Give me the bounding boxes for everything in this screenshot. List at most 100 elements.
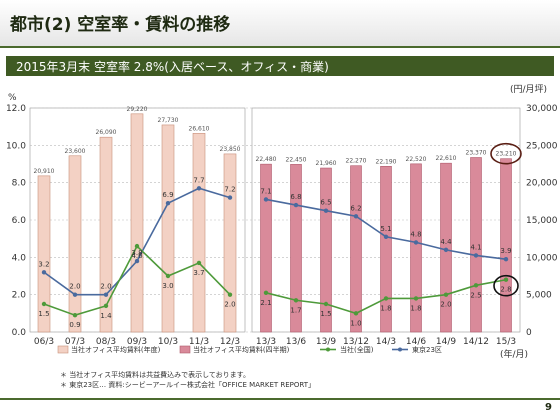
left-axis-unit: % [8, 93, 17, 103]
quarterly-tokyo-point [263, 197, 269, 202]
annual-category-label: 06/3 [34, 337, 54, 347]
quarterly-tokyo-point [443, 247, 449, 253]
annual-tokyo-point [227, 195, 233, 200]
quarterly-company-value-label: 2.5 [470, 291, 481, 299]
right-axis-tick-label: 20,000 [526, 179, 558, 189]
annual-company-point [196, 260, 202, 266]
quarterly-company-value-label: 1.5 [320, 310, 331, 318]
quarterly-rent-label: 22,520 [406, 156, 427, 163]
annual-company-point [134, 243, 140, 249]
legend-swatch-annual [57, 345, 69, 354]
annual-rent-label: 26,090 [96, 129, 117, 136]
quarterly-rent-label: 22,190 [376, 158, 397, 165]
quarterly-company-value-label: 1.7 [290, 306, 301, 314]
quarterly-category-label: 13/3 [256, 337, 276, 347]
quarterly-tokyo-value-label: 6.5 [320, 199, 331, 207]
annual-rent-label: 23,600 [65, 148, 86, 155]
annual-company-value-label: 3.0 [162, 282, 173, 290]
annual-category-label: 08/3 [96, 337, 116, 347]
legend-label-tokyo: 東京23区 [412, 345, 442, 354]
subtitle-bar: 2015年3月末 空室率 2.8%(入居ベース、オフィス・商業) [6, 56, 554, 76]
quarterly-rent-bar [500, 158, 512, 333]
quarterly-company-point [383, 296, 389, 301]
slide-header: 都市(2) 空室率・賃料の推移 [0, 0, 560, 48]
left-axis-tick-label: 8.0 [12, 179, 27, 189]
annual-tokyo-value-label: 6.9 [162, 191, 173, 199]
annual-tokyo-value-label: 3.8 [131, 249, 142, 257]
quarterly-company-point [293, 298, 299, 303]
annual-tokyo-value-label: 2.0 [100, 283, 111, 291]
annual-tokyo-point [196, 186, 202, 191]
annual-company-point [41, 301, 47, 307]
quarterly-tokyo-value-label: 6.2 [350, 204, 361, 212]
quarterly-company-point [473, 283, 479, 288]
left-axis-tick-label: 6.0 [12, 216, 27, 226]
x-axis-unit: (年/月) [500, 348, 528, 360]
subtitle-text: 2015年3月末 空室率 2.8%(入居ベース、オフィス・商業) [16, 60, 329, 74]
quarterly-company-value-label: 2.8 [500, 286, 511, 294]
annual-rent-label: 20,910 [34, 168, 55, 175]
quarterly-company-value-label: 1.8 [380, 304, 391, 312]
quarterly-category-label: 13/12 [343, 337, 369, 347]
quarterly-company-point [413, 296, 419, 301]
quarterly-rent-label: 22,450 [286, 156, 307, 163]
annual-company-value-label: 1.4 [100, 312, 112, 320]
annual-tokyo-point [165, 201, 171, 206]
left-axis-tick-label: 4.0 [12, 253, 27, 263]
page-number: 9 [545, 402, 552, 413]
annual-tokyo-value-label: 7.7 [193, 176, 204, 184]
quarterly-rent-bar [380, 166, 392, 333]
annual-tokyo-value-label: 2.0 [69, 283, 80, 291]
right-axis-tick-label: 5,000 [526, 291, 552, 301]
quarterly-category-label: 13/9 [316, 337, 336, 347]
quarterly-tokyo-value-label: 7.1 [260, 187, 271, 195]
quarterly-company-value-label: 1.0 [350, 319, 361, 327]
right-axis-tick-label: 25,000 [526, 141, 558, 151]
quarterly-tokyo-point [503, 257, 509, 262]
annual-company-value-label: 2.0 [224, 301, 235, 309]
right-axis-tick-label: 15,000 [526, 216, 558, 226]
annual-tokyo-point [41, 270, 47, 275]
quarterly-tokyo-value-label: 6.8 [290, 193, 301, 201]
quarterly-category-label: 14/9 [436, 337, 456, 347]
annual-rent-bar [37, 175, 51, 333]
quarterly-rent-label: 21,960 [316, 160, 337, 167]
quarterly-category-label: 14/3 [376, 337, 396, 347]
annual-rent-bar [192, 133, 206, 333]
annual-rent-label: 29,220 [127, 106, 148, 113]
quarterly-company-value-label: 1.8 [410, 304, 421, 312]
quarterly-company-point [263, 290, 269, 295]
quarterly-tokyo-point [383, 234, 389, 239]
quarterly-category-label: 14/6 [406, 337, 426, 347]
legend-marker-tokyo [398, 347, 402, 352]
quarterly-company-point [503, 277, 509, 282]
annual-category-label: 12/3 [220, 337, 240, 347]
quarterly-rent-label: 23,370 [466, 150, 487, 157]
legend-label-annual: 当社オフィス平均賃料(年度) [71, 345, 161, 354]
quarterly-rent-bar [260, 163, 272, 333]
quarterly-rent-label: 23,210 [496, 151, 517, 158]
annual-tokyo-point [134, 258, 140, 264]
footnote-1: ＊ 当社オフィス平均賃料は共益費込みで表示しております。 [60, 371, 250, 379]
annual-company-point [165, 273, 171, 279]
annual-company-value-label: 0.9 [69, 321, 80, 329]
footnote-2: ＊ 東京23区… 資料:シービーアールイー株式会社「OFFICE MARKET … [60, 381, 316, 389]
quarterly-tokyo-value-label: 3.9 [500, 247, 511, 255]
highlight-latest-vacancy [493, 274, 519, 297]
quarterly-category-label: 15/3 [496, 337, 516, 347]
quarterly-tokyo-value-label: 5.1 [380, 225, 391, 233]
legend-label-quarterly: 当社オフィス平均賃料(四半期) [193, 345, 290, 354]
left-axis-tick-label: 12.0 [6, 104, 26, 114]
quarterly-rent-label: 22,480 [256, 156, 277, 163]
annual-company-value-label: 1.5 [38, 310, 49, 318]
left-axis-tick-label: 0.0 [12, 328, 27, 338]
quarterly-company-value-label: 2.0 [440, 301, 451, 309]
right-axis-tick-label: 10,000 [526, 253, 558, 263]
legend-marker-company [326, 347, 330, 352]
quarterly-tokyo-point [323, 208, 329, 213]
left-axis-tick-label: 10.0 [6, 141, 26, 151]
quarterly-company-point [323, 301, 329, 307]
annual-tokyo-point [103, 292, 109, 297]
annual-rent-label: 27,730 [158, 117, 179, 124]
annual-company-value-label: 3.7 [193, 269, 204, 277]
